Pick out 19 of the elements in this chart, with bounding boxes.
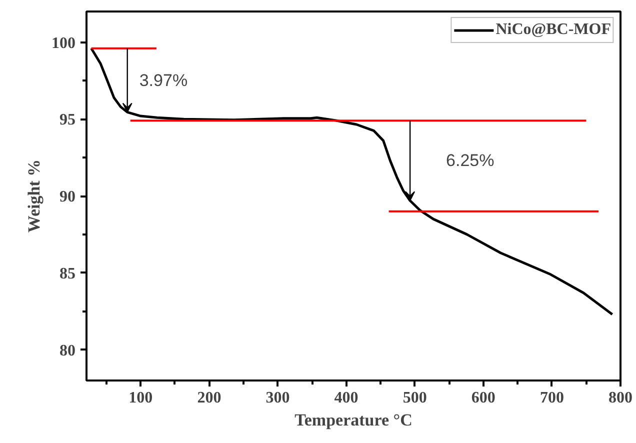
annotation: 6.25% (446, 151, 494, 170)
x-tick-label: 100 (128, 390, 153, 406)
line-series (90, 47, 614, 316)
x-tick-label: 400 (334, 390, 358, 406)
legend-label: NiCo@BC-MOF (496, 21, 611, 39)
x-tick-label: 300 (266, 390, 290, 406)
x-tick-label: 800 (608, 390, 632, 406)
x-tick-label: 600 (471, 390, 496, 406)
x-tick-label: 500 (402, 390, 427, 406)
x-axis-title: Temperature °C (294, 410, 412, 430)
y-tick-label: 85 (60, 265, 76, 282)
y-tick-label: 95 (60, 112, 76, 129)
y-tick-label: 80 (60, 342, 76, 360)
annotation: 3.97% (139, 70, 188, 90)
y-tick-label: 90 (60, 188, 76, 206)
x-tick-label: 700 (540, 390, 564, 406)
y-tick-label: 100 (52, 34, 76, 52)
x-tick-label: 200 (197, 390, 222, 406)
y-axis-title: Weight % (24, 159, 44, 233)
